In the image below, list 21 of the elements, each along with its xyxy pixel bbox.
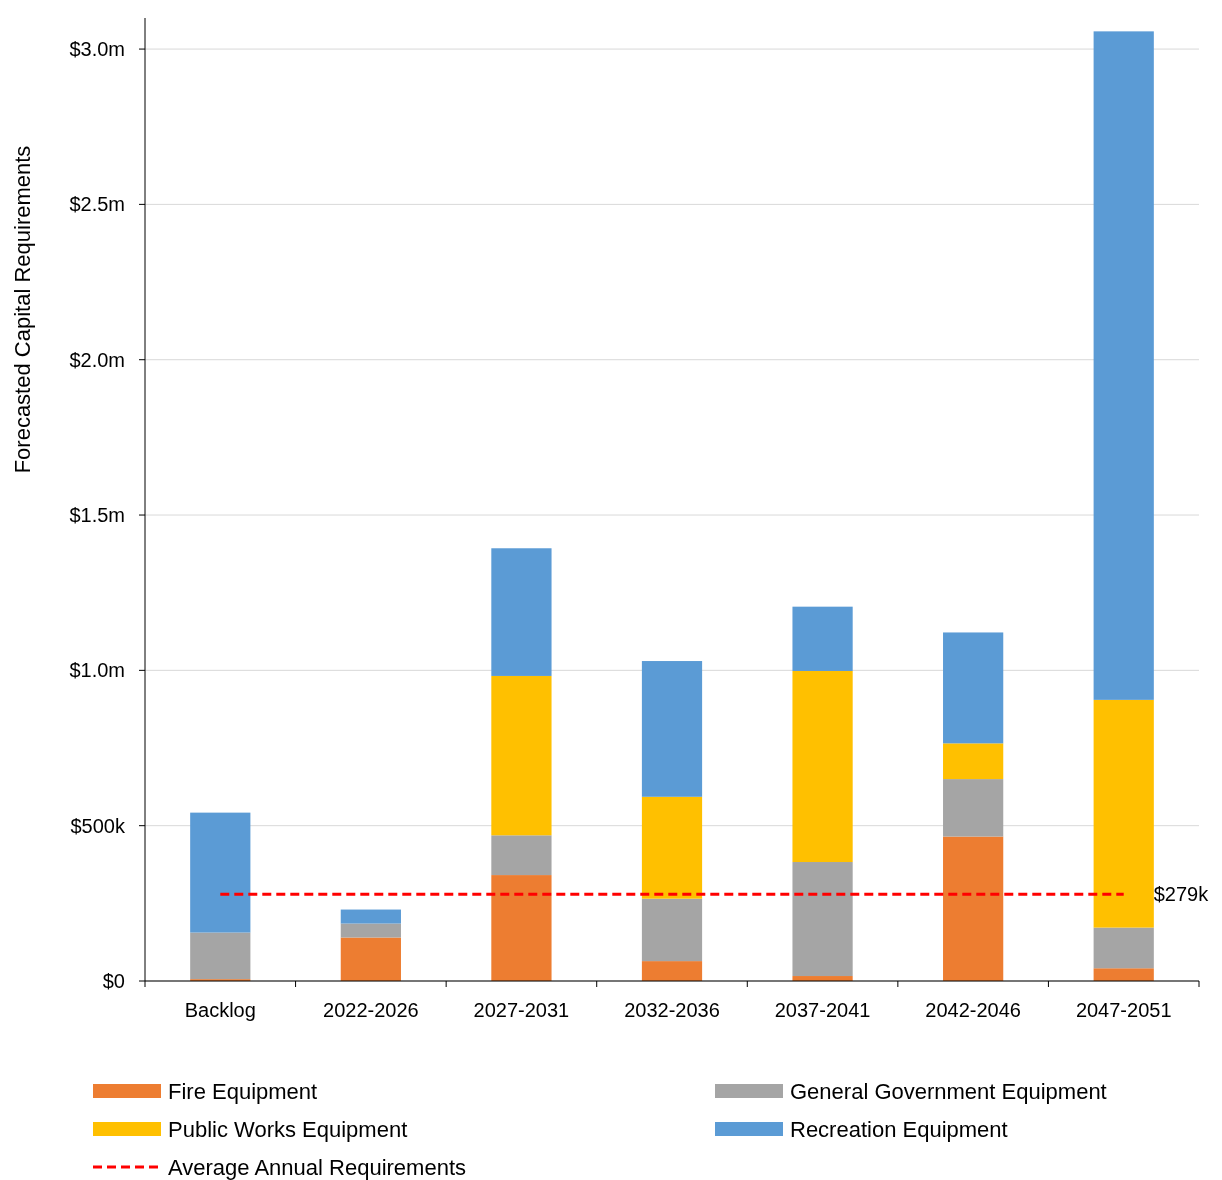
annotation: $279k — [1153, 883, 1210, 906]
y-tick-label: $3.0m — [69, 38, 125, 61]
legend-label: Recreation Equipment — [790, 1116, 1008, 1142]
legend-label: Fire Equipment — [168, 1078, 318, 1104]
legend-label: Average Annual Requirements — [168, 1154, 467, 1180]
y-tick-label: $2.0m — [69, 348, 125, 371]
x-tick-label: 2032-2036 — [624, 999, 720, 1021]
y-tick-label: $1.0m — [69, 659, 125, 682]
x-tick-label: 2042-2046 — [925, 999, 1021, 1021]
y-tick-label: $1.5m — [69, 504, 125, 527]
legend-label: General Government Equipment — [790, 1078, 1107, 1104]
x-tick-label: 2037-2041 — [774, 999, 871, 1021]
legend-label: Public Works Equipment — [168, 1116, 408, 1142]
x-tick-label: 2027-2031 — [473, 999, 570, 1021]
y-axis-title: Forecasted Capital Requirements — [10, 145, 35, 474]
y-tick-label: $2.5m — [69, 193, 125, 216]
x-tick-label: 2047-2051 — [1075, 999, 1172, 1021]
x-tick-label: Backlog — [184, 999, 256, 1021]
y-tick-label: $500k — [70, 814, 126, 837]
x-tick-label: 2022-2026 — [323, 999, 419, 1021]
y-tick-label: $0 — [102, 970, 125, 992]
